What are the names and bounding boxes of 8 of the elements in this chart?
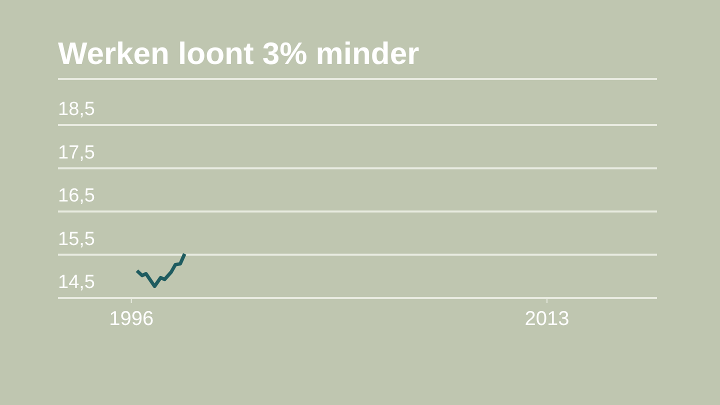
y-tick-label: 14,5 xyxy=(58,272,95,293)
chart-title: Werken loont 3% minder xyxy=(58,36,420,71)
x-tick-label: 2013 xyxy=(524,308,570,330)
y-tick-label: 16,5 xyxy=(58,186,95,206)
y-tick-label: 15,5 xyxy=(58,228,95,250)
y-tick-label: 18,5 xyxy=(58,99,95,120)
x-tick-label: 1996 xyxy=(109,308,154,330)
y-tick-label: 17,5 xyxy=(58,142,95,164)
